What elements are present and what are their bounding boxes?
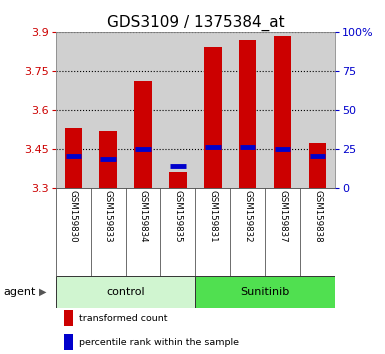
Bar [56,32,91,188]
Text: GSM159833: GSM159833 [104,190,113,243]
Bar [99,131,117,188]
Bar [169,172,187,188]
Bar [65,128,82,188]
Text: GSM159832: GSM159832 [243,190,252,243]
Text: Sunitinib: Sunitinib [241,287,290,297]
Title: GDS3109 / 1375384_at: GDS3109 / 1375384_at [107,14,284,30]
Bar [161,32,195,188]
Bar [126,32,161,188]
FancyBboxPatch shape [195,276,335,308]
Bar [64,334,73,350]
Bar [230,32,265,188]
Bar [91,32,126,188]
Text: GSM159831: GSM159831 [208,190,218,243]
Text: GSM159837: GSM159837 [278,190,287,243]
Bar [204,47,221,188]
Bar [300,32,335,188]
Text: agent: agent [4,287,36,297]
Text: transformed count: transformed count [79,314,167,322]
Text: GSM159838: GSM159838 [313,190,322,243]
Bar [309,143,326,188]
Bar [265,32,300,188]
Text: control: control [106,287,145,297]
Bar [64,310,73,326]
Text: GSM159830: GSM159830 [69,190,78,243]
Bar [274,36,291,188]
FancyBboxPatch shape [56,276,195,308]
Text: ▶: ▶ [38,287,46,297]
Bar [239,40,256,188]
Bar [134,81,152,188]
Text: percentile rank within the sample: percentile rank within the sample [79,337,239,347]
Bar [195,32,230,188]
Text: GSM159834: GSM159834 [139,190,147,243]
Text: GSM159835: GSM159835 [173,190,182,243]
